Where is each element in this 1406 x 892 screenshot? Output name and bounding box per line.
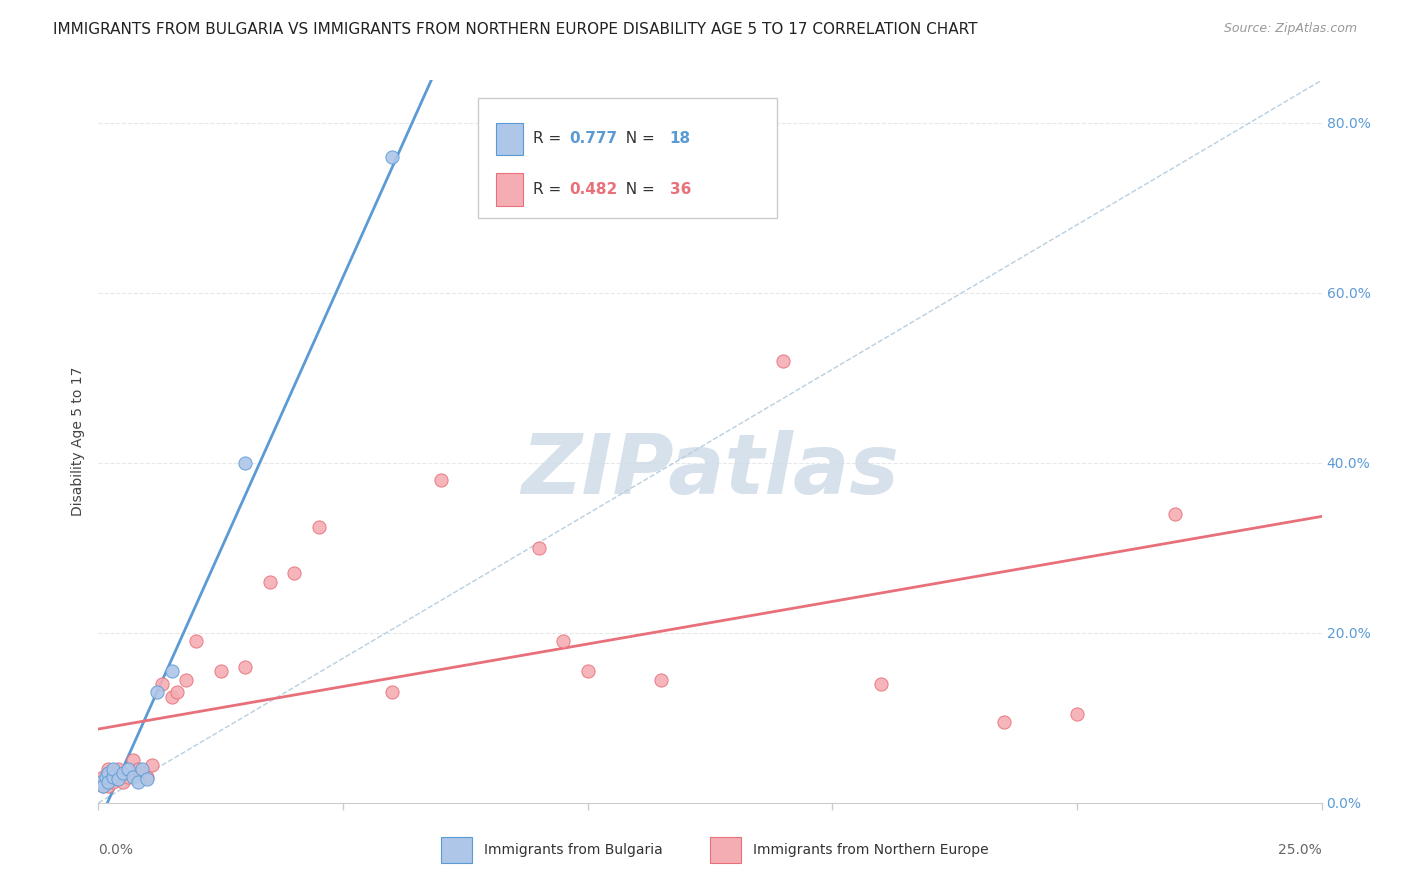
Bar: [710, 837, 741, 863]
FancyBboxPatch shape: [478, 98, 778, 218]
Point: [553, 634, 575, 648]
Point: [308, 519, 330, 533]
Point: [101, 766, 124, 780]
Point: [101, 762, 124, 776]
Point: [209, 664, 232, 678]
Point: [576, 664, 599, 678]
Point: [160, 690, 183, 704]
Point: [131, 766, 153, 780]
Point: [136, 770, 159, 784]
Point: [107, 772, 129, 786]
Point: [111, 774, 134, 789]
Point: [150, 677, 173, 691]
Point: [233, 456, 256, 470]
Point: [127, 774, 149, 789]
Text: R =: R =: [533, 131, 565, 146]
Point: [97, 779, 120, 793]
Text: R =: R =: [533, 182, 565, 197]
Point: [176, 673, 198, 687]
Text: Immigrants from Bulgaria: Immigrants from Bulgaria: [484, 843, 662, 856]
Text: 18: 18: [669, 131, 690, 146]
Point: [430, 473, 453, 487]
Point: [381, 685, 404, 699]
Point: [91, 779, 114, 793]
Point: [233, 660, 256, 674]
Text: 0.777: 0.777: [569, 131, 617, 146]
Point: [259, 574, 281, 589]
Text: 36: 36: [669, 182, 690, 197]
Bar: [496, 173, 523, 205]
Point: [166, 685, 188, 699]
Point: [117, 770, 139, 784]
Point: [91, 779, 114, 793]
Point: [90, 774, 112, 789]
Point: [97, 762, 120, 776]
Point: [146, 685, 169, 699]
Point: [527, 541, 550, 555]
Text: Source: ZipAtlas.com: Source: ZipAtlas.com: [1223, 22, 1357, 36]
Point: [160, 664, 183, 678]
Text: IMMIGRANTS FROM BULGARIA VS IMMIGRANTS FROM NORTHERN EUROPE DISABILITY AGE 5 TO : IMMIGRANTS FROM BULGARIA VS IMMIGRANTS F…: [53, 22, 979, 37]
Text: 25.0%: 25.0%: [1278, 843, 1322, 856]
Point: [186, 634, 208, 648]
Point: [117, 762, 139, 776]
Point: [131, 762, 153, 776]
Point: [121, 770, 143, 784]
Text: Immigrants from Northern Europe: Immigrants from Northern Europe: [752, 843, 988, 856]
Point: [381, 150, 404, 164]
Point: [97, 774, 120, 789]
Text: N =: N =: [616, 131, 659, 146]
Point: [94, 770, 117, 784]
Y-axis label: Disability Age 5 to 17: Disability Age 5 to 17: [70, 367, 84, 516]
Point: [101, 770, 124, 784]
Point: [107, 762, 129, 776]
Point: [141, 757, 163, 772]
Text: ZIPatlas: ZIPatlas: [522, 430, 898, 511]
Point: [993, 714, 1015, 729]
Point: [1164, 507, 1187, 521]
Point: [772, 353, 794, 368]
Bar: [441, 837, 471, 863]
Text: 0.482: 0.482: [569, 182, 617, 197]
Point: [121, 753, 143, 767]
Point: [91, 770, 114, 784]
Point: [870, 677, 893, 691]
Point: [97, 766, 120, 780]
Text: N =: N =: [616, 182, 659, 197]
Point: [136, 772, 159, 786]
Point: [283, 566, 305, 581]
Point: [650, 673, 672, 687]
Bar: [496, 123, 523, 155]
Point: [101, 774, 124, 789]
Point: [127, 762, 149, 776]
Point: [1066, 706, 1088, 721]
Point: [111, 766, 134, 780]
Text: 0.0%: 0.0%: [98, 843, 134, 856]
Point: [90, 774, 112, 789]
